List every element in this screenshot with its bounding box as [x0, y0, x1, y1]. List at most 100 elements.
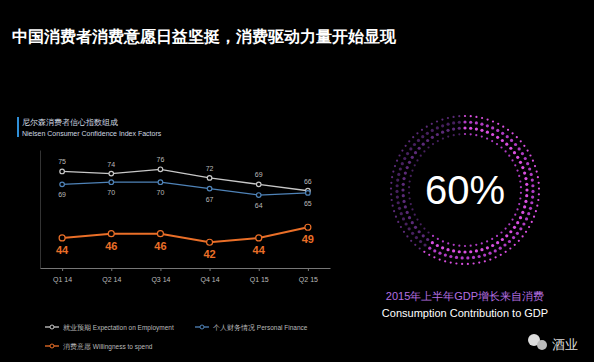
ring-dot	[390, 182, 392, 184]
ring-dot	[411, 208, 413, 210]
series-marker	[306, 191, 311, 196]
ring-dot	[508, 155, 510, 157]
x-tick: Q1 15	[250, 268, 269, 284]
ring-dot	[480, 129, 483, 132]
ring-dot	[500, 231, 502, 233]
ring-dot	[419, 240, 422, 243]
ring-dot	[397, 201, 400, 204]
ring-dot	[486, 118, 488, 120]
ring-dot	[478, 262, 480, 264]
ring-dot	[404, 171, 407, 174]
ring-dot	[426, 238, 429, 241]
ring-dot	[423, 227, 425, 229]
ring-dot	[439, 258, 441, 260]
ring-dot	[489, 258, 491, 260]
ring-dot	[483, 253, 486, 256]
ring-dot	[414, 244, 416, 246]
ring-dot	[496, 143, 498, 145]
ring-dot	[519, 180, 521, 182]
ring-dot	[438, 252, 441, 255]
legend-item: 消费意愿 Willingness to spend	[45, 343, 153, 351]
legend-label: 就业预期 Expectation on Employment	[63, 324, 174, 332]
ring-dot	[524, 177, 527, 180]
x-tick-mark	[259, 268, 260, 271]
legend-label: 个人财务情况 Personal Finance	[213, 324, 308, 332]
ring-dot	[391, 199, 393, 201]
ring-dot	[521, 235, 523, 237]
ring-dot	[508, 223, 510, 225]
series-marker	[207, 176, 212, 181]
ring-dot	[402, 177, 405, 180]
ring-dot	[413, 143, 416, 146]
ring-dot	[408, 140, 410, 142]
ring-dot	[401, 188, 404, 191]
ring-dot	[400, 226, 402, 228]
ring-dot	[431, 136, 434, 139]
ring-dot	[480, 123, 483, 126]
ring-dot	[533, 216, 535, 218]
ring-dot	[453, 134, 455, 136]
ring-dot	[433, 256, 435, 258]
ring-dot	[401, 149, 403, 151]
ring-dot	[475, 116, 477, 118]
ring-dot	[446, 129, 449, 132]
series-marker	[256, 235, 262, 241]
series-marker	[158, 167, 163, 172]
ring-dot	[411, 221, 414, 224]
ring-dot	[505, 251, 507, 253]
ring-dot	[396, 196, 399, 199]
ring-dot	[516, 169, 518, 171]
ring-dot	[431, 123, 433, 125]
ring-dot	[481, 135, 483, 137]
series-marker	[109, 171, 114, 176]
series-marker	[256, 182, 261, 187]
ring-dot	[509, 247, 511, 249]
ring-dot	[436, 244, 439, 247]
ring-dot	[486, 240, 488, 242]
data-label: 70	[107, 189, 115, 196]
ring-dot	[506, 135, 509, 138]
data-label: 75	[58, 158, 66, 165]
ring-dot	[516, 136, 518, 138]
ring-dot	[436, 133, 439, 136]
ring-dot	[530, 173, 533, 176]
ring-dot	[499, 247, 502, 250]
ring-dot	[444, 260, 446, 262]
ring-dot	[481, 117, 483, 119]
ring-dot	[411, 156, 414, 159]
series-marker	[256, 193, 261, 198]
ring-dot	[422, 234, 425, 237]
ring-dot	[538, 182, 540, 184]
ring-dot	[488, 252, 491, 255]
ring-dot	[463, 120, 466, 123]
ring-dot	[496, 136, 499, 139]
ring-dot	[395, 190, 398, 193]
ring-dot	[492, 120, 494, 122]
ring-dot	[491, 244, 494, 247]
ring-dot	[513, 226, 516, 229]
ring-dot	[469, 121, 472, 124]
data-label: 69	[58, 191, 66, 198]
ring-dot	[401, 162, 404, 165]
ring-dot	[538, 193, 540, 195]
ring-dot	[470, 133, 472, 135]
subtitle: 尼尔森消费者信心指数组成	[22, 118, 118, 127]
series-marker	[109, 180, 114, 185]
ring-dot	[509, 230, 512, 233]
ring-dot	[538, 187, 540, 189]
ring-dot	[502, 126, 504, 128]
x-tick-label: Q3 14	[151, 276, 170, 284]
ring-dot	[402, 200, 405, 203]
data-label: 46	[154, 240, 166, 252]
ring-dot	[397, 173, 400, 176]
x-tick: Q3 14	[151, 268, 170, 284]
callout-caption-en: Consumption Contribution to GDP	[382, 307, 548, 319]
ring-dot	[470, 245, 472, 247]
ring-dot	[514, 244, 516, 246]
ring-dot	[520, 140, 522, 142]
ring-dot	[516, 156, 519, 159]
ring-dot	[422, 143, 425, 146]
ring-dot	[447, 242, 449, 244]
ring-dot	[446, 248, 449, 251]
data-label: 44	[56, 244, 69, 256]
